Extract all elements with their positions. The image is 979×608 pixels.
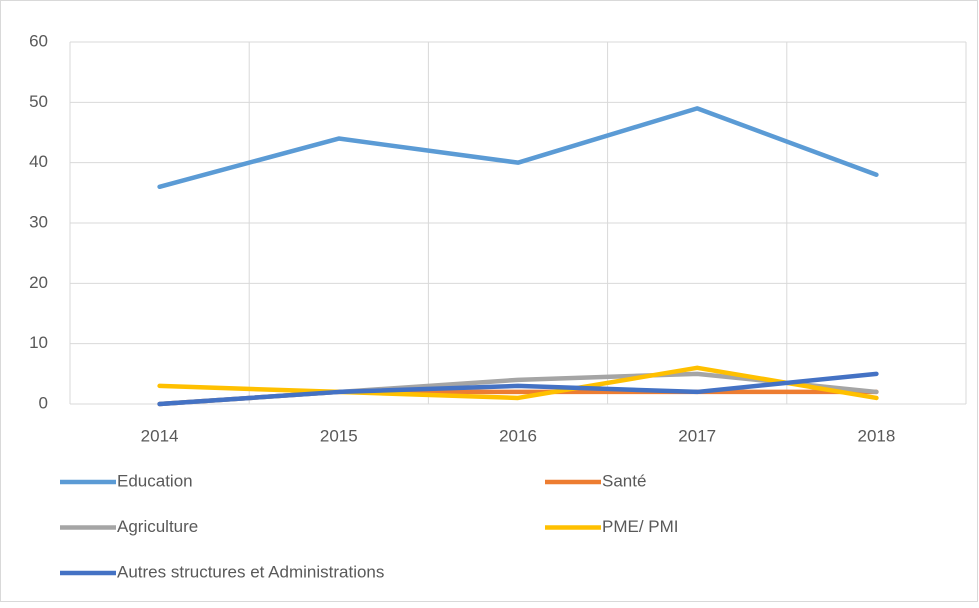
y-tick-label: 30: [29, 212, 48, 231]
series-line: [157, 371, 879, 407]
y-tick-label: 50: [29, 92, 48, 111]
x-tick-label: 2017: [678, 426, 716, 445]
y-tick-label: 0: [39, 393, 48, 412]
legend-label: Agriculture: [117, 517, 198, 536]
y-tick-label: 10: [29, 333, 48, 352]
x-tick-label: 2015: [320, 426, 358, 445]
legend-label: PME/ PMI: [602, 517, 679, 536]
legend-label: Autres structures et Administrations: [117, 562, 384, 581]
legend-label: Education: [117, 471, 193, 490]
series-line: [157, 106, 879, 190]
x-tick-label: 2018: [857, 426, 895, 445]
x-tick-label: 2014: [141, 426, 179, 445]
x-tick-label: 2016: [499, 426, 537, 445]
legend-label: Santé: [602, 471, 646, 490]
y-tick-label: 60: [29, 31, 48, 50]
y-tick-label: 20: [29, 273, 48, 292]
series-line: [157, 365, 879, 401]
y-tick-label: 40: [29, 152, 48, 171]
